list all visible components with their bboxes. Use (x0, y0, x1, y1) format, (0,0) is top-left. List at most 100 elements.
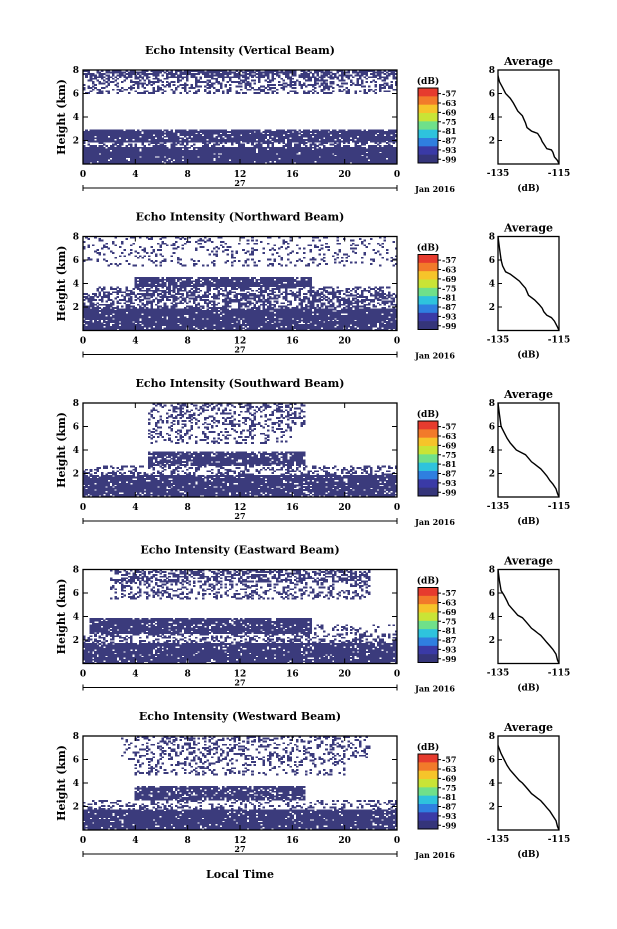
heatmap-cell (319, 76, 322, 78)
heatmap-cell (179, 144, 182, 146)
heatmap-cell (105, 75, 108, 77)
heatmap-cell (314, 90, 317, 92)
heatmap-cell (332, 87, 335, 89)
heatmap-cell (307, 324, 310, 326)
heatmap-cell (87, 321, 90, 323)
heatmap-cell (381, 84, 384, 86)
heatmap-cell (202, 130, 205, 132)
heatmap-cell (204, 86, 207, 88)
heatmap-cell (191, 137, 194, 139)
heatmap-cell (229, 131, 232, 133)
heatmap-cell (267, 150, 270, 152)
heatmap-cell (370, 81, 373, 83)
heatmap-cell (262, 86, 265, 88)
heatmap-cell (184, 83, 187, 85)
heatmap-cell (294, 90, 297, 92)
heatmap-cell (173, 161, 176, 163)
heatmap-cell (262, 131, 265, 133)
heatmap-cell (166, 81, 169, 83)
heatmap-cell (388, 144, 391, 146)
heatmap-cell (159, 144, 162, 146)
heatmap-cell (298, 81, 301, 83)
heatmap-cell (204, 130, 207, 132)
heatmap-cell (280, 130, 283, 132)
heatmap-cell (247, 81, 250, 83)
heatmap-cell (332, 144, 335, 146)
heatmap-cell (166, 139, 169, 141)
heatmap-cell (105, 90, 108, 92)
heatmap-cell (305, 86, 308, 88)
heatmap-cell (170, 81, 173, 83)
x-tick-label: 0 (80, 170, 86, 180)
heatmap-cell (267, 81, 270, 83)
heatmap-cell (231, 76, 234, 78)
heatmap-cell (224, 147, 227, 149)
heatmap-cell (283, 145, 286, 147)
heatmap-cell (242, 320, 245, 322)
heatmap-cell (137, 72, 140, 74)
heatmap-cell (283, 86, 286, 88)
heatmap-cell (121, 87, 124, 89)
heatmap-cell (393, 147, 396, 149)
heatmap-cell (155, 130, 158, 132)
heatmap-cell (229, 87, 232, 89)
heatmap-cell (144, 130, 147, 132)
y-tick-label: 2 (73, 137, 79, 147)
heatmap-cell (128, 72, 131, 74)
heatmap-cell (312, 89, 315, 91)
heatmap-cell (148, 130, 151, 132)
heatmap-cell (213, 161, 216, 163)
heatmap-cell (105, 130, 108, 132)
heatmap-cell (366, 81, 369, 83)
heatmap-cell (265, 323, 268, 325)
heatmap-cell (126, 141, 129, 143)
colorbar-segment (418, 96, 438, 105)
heatmap-cell (233, 318, 236, 320)
heatmap-cell (354, 75, 357, 77)
heatmap-cell (103, 76, 106, 78)
heatmap-cell (262, 147, 265, 149)
heatmap-cell (330, 72, 333, 74)
heatmap-cell (229, 161, 232, 163)
heatmap-cell (265, 130, 268, 132)
heatmap-cell (370, 130, 373, 132)
heatmap-cell (211, 130, 214, 132)
heatmap-cell (350, 75, 353, 77)
heatmap-cell (285, 131, 288, 133)
heatmap-cell (137, 81, 140, 83)
heatmap-cell (276, 89, 279, 91)
heatmap-cell (354, 321, 357, 323)
heatmap-cell (103, 79, 106, 81)
heatmap-cell (87, 79, 90, 81)
profile-y-tick-label: 2 (489, 137, 495, 147)
heatmap-cell (103, 130, 106, 132)
heatmap-cell (280, 84, 283, 86)
heatmap-cell (96, 130, 99, 132)
heatmap-cell (357, 137, 360, 139)
heatmap-cell (87, 144, 90, 146)
heatmap-cell (184, 316, 187, 318)
heatmap-cell (274, 318, 277, 320)
heatmap-cell (108, 83, 111, 85)
heatmap-cell (330, 147, 333, 149)
heatmap-cell (175, 147, 178, 149)
heatmap-cell (305, 92, 308, 94)
heatmap-cell (213, 326, 216, 328)
heatmap-cell (384, 131, 387, 133)
heatmap-cell (384, 86, 387, 88)
heatmap-cell (314, 130, 317, 132)
heatmap-cell (312, 130, 315, 132)
heatmap-cell (307, 147, 310, 149)
heatmap-cell (274, 73, 277, 75)
heatmap-cell (280, 78, 283, 80)
heatmap-cell (99, 155, 102, 157)
heatmap-cell (191, 73, 194, 75)
heatmap-cell (379, 130, 382, 132)
heatmap-cell (114, 79, 117, 81)
heatmap-cell (278, 130, 281, 132)
heatmap-cell (332, 76, 335, 78)
heatmap-cell (357, 72, 360, 74)
heatmap-cell (271, 87, 274, 89)
heatmap-cell (298, 133, 301, 135)
profile-y-tick-label: 8 (489, 66, 495, 76)
